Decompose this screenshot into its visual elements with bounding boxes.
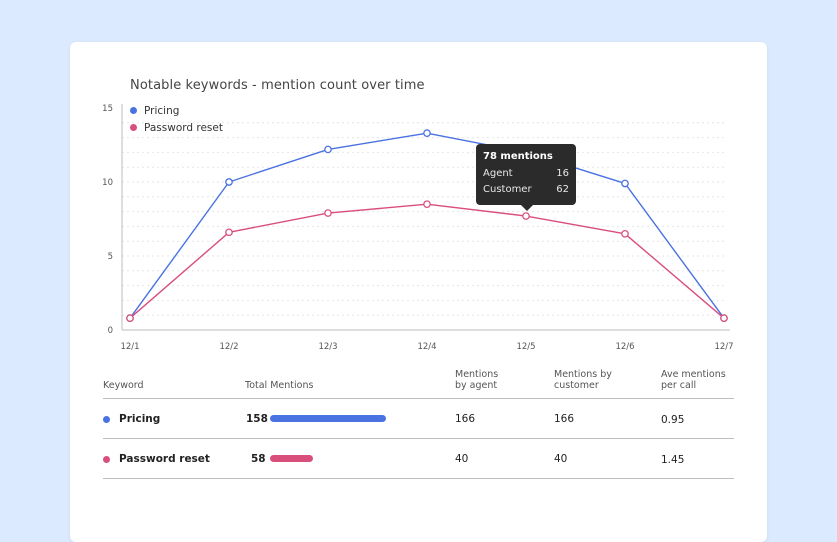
tooltip-title: 78 mentions	[483, 151, 553, 162]
tooltip-label-customer: Customer	[483, 184, 532, 195]
table-header: Keyword Total Mentions Mentions by agent…	[103, 366, 734, 399]
keyword-cell: Pricing	[103, 413, 160, 425]
data-point	[720, 314, 728, 323]
table-row[interactable]: Password reset 58 40 40 1.45	[103, 439, 734, 479]
legend-dot-pricing	[130, 107, 137, 114]
legend-label-password-reset: Password reset	[144, 121, 223, 134]
data-point	[324, 145, 332, 154]
y-tick-label: 0	[108, 326, 113, 336]
table-row[interactable]: Pricing 158 166 166 0.95	[103, 399, 734, 439]
series-line-0	[129, 132, 725, 319]
mentions-by-customer-value: 166	[554, 413, 575, 425]
data-point	[522, 212, 530, 220]
keyword-cell: Password reset	[103, 453, 210, 465]
data-point	[423, 200, 431, 209]
header-mentions-by-customer-line2: customer	[554, 380, 599, 391]
header-mentions-by-agent[interactable]: Mentions by agent	[455, 369, 498, 391]
x-tick-label: 12/5	[516, 342, 535, 352]
total-mentions-bar	[270, 415, 386, 422]
tooltip-row-agent: Agent 16	[483, 168, 569, 184]
header-ave-mentions[interactable]: Ave mentions per call	[661, 369, 726, 391]
header-total-mentions[interactable]: Total Mentions	[245, 380, 314, 391]
data-point	[621, 229, 629, 238]
header-mentions-by-agent-line1: Mentions	[455, 369, 499, 380]
series-line-1	[129, 203, 725, 319]
data-point	[423, 129, 431, 138]
mentions-by-customer-value: 40	[554, 453, 568, 465]
header-ave-mentions-line2: per call	[661, 380, 697, 391]
y-tick-label: 15	[102, 104, 113, 114]
data-point	[324, 209, 332, 217]
header-mentions-by-agent-line2: by agent	[455, 380, 498, 391]
ave-mentions-value: 0.95	[661, 414, 685, 426]
legend-label-pricing: Pricing	[144, 104, 180, 117]
chart-card: Notable keywords - mention count over ti…	[70, 42, 767, 542]
legend-item-pricing[interactable]: Pricing	[130, 102, 223, 119]
data-point	[225, 228, 233, 237]
keyword-label: Pricing	[119, 413, 161, 425]
x-tick-label: 12/4	[417, 342, 436, 352]
y-tick-label: 5	[108, 252, 113, 262]
keyword-dot	[103, 455, 110, 463]
y-tick-label: 10	[102, 178, 113, 188]
legend-item-password-reset[interactable]: Password reset	[130, 119, 223, 136]
mentions-by-agent-value: 166	[455, 413, 476, 425]
tooltip-value-agent: 16	[556, 168, 569, 179]
x-tick-label: 12/2	[219, 342, 238, 352]
header-keyword[interactable]: Keyword	[103, 380, 144, 391]
line-chart-plot: 0 5 10 15 12/1 12/2 12/3 12/4 12/5 12/6 12/7	[102, 104, 734, 352]
tooltip-row-customer: Customer 62	[483, 184, 569, 200]
x-tick-label: 12/6	[615, 342, 634, 352]
data-point	[225, 178, 233, 186]
chart-legend: Pricing Password reset	[130, 102, 223, 136]
x-tick-label: 12/1	[120, 342, 139, 352]
legend-dot-password-reset	[130, 124, 137, 131]
total-mentions-value: 58	[251, 453, 266, 465]
header-mentions-by-customer-line1: Mentions by	[554, 369, 612, 380]
chart-title: Notable keywords - mention count over ti…	[130, 78, 425, 93]
tooltip-value-customer: 62	[556, 184, 569, 195]
data-point	[126, 314, 134, 323]
mentions-by-agent-value: 40	[455, 453, 469, 465]
header-ave-mentions-line1: Ave mentions	[661, 369, 726, 380]
data-point	[621, 179, 629, 188]
keyword-label: Password reset	[119, 453, 210, 465]
keyword-table: Keyword Total Mentions Mentions by agent…	[103, 366, 734, 479]
total-mentions-value: 158	[246, 413, 268, 425]
keyword-dot	[103, 415, 110, 423]
total-mentions-bar	[270, 455, 313, 462]
tooltip-label-agent: Agent	[483, 168, 513, 179]
x-tick-label: 12/7	[714, 342, 733, 352]
header-mentions-by-customer[interactable]: Mentions by customer	[554, 369, 612, 391]
ave-mentions-value: 1.45	[661, 454, 685, 466]
x-tick-label: 12/3	[318, 342, 337, 352]
chart-tooltip: 78 mentions Agent 16 Customer 62	[476, 144, 576, 211]
